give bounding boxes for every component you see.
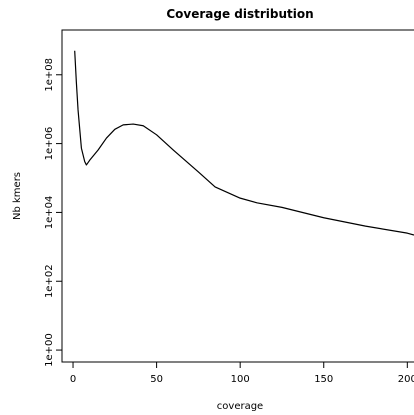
y-tick-label: 1e+04 xyxy=(44,196,55,230)
x-tick-label: 100 xyxy=(231,374,250,385)
chart-title: Coverage distribution xyxy=(166,7,313,21)
plot-frame xyxy=(61,29,414,363)
data-line xyxy=(74,50,414,236)
x-tick-label: 200 xyxy=(398,374,414,385)
y-axis-label: Nb kmers xyxy=(12,172,23,220)
y-tick-label: 1e+02 xyxy=(44,264,55,298)
x-tick-label: 50 xyxy=(150,374,163,385)
y-tick-label: 1e+08 xyxy=(44,58,55,92)
y-tick-label: 1e+06 xyxy=(44,127,55,161)
y-tick-label: 1e+00 xyxy=(44,333,55,367)
x-tick-label: 150 xyxy=(314,374,333,385)
x-axis-label: coverage xyxy=(217,401,263,412)
x-tick-label: 0 xyxy=(70,374,76,385)
